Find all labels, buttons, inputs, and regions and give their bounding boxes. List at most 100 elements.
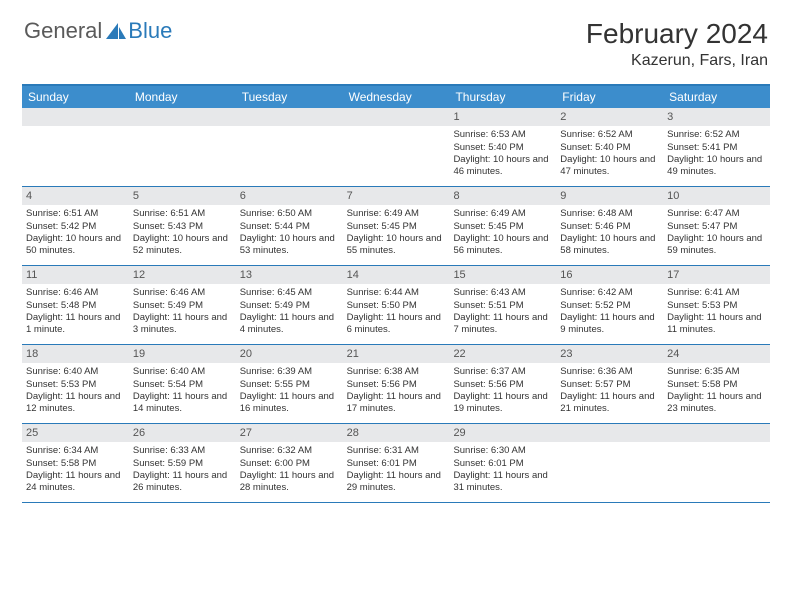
- day-content: Sunrise: 6:51 AMSunset: 5:43 PMDaylight:…: [129, 205, 236, 261]
- daylight-text: Daylight: 10 hours and 46 minutes.: [453, 154, 552, 179]
- day-number: 13: [236, 266, 343, 284]
- day-content: Sunrise: 6:52 AMSunset: 5:41 PMDaylight:…: [663, 126, 770, 182]
- sunset-text: Sunset: 5:46 PM: [560, 221, 659, 233]
- day-content: Sunrise: 6:41 AMSunset: 5:53 PMDaylight:…: [663, 284, 770, 340]
- sunset-text: Sunset: 5:56 PM: [347, 379, 446, 391]
- day-header-cell: Friday: [556, 86, 663, 108]
- daylight-text: Daylight: 11 hours and 1 minute.: [26, 312, 125, 337]
- day-cell: 1Sunrise: 6:53 AMSunset: 5:40 PMDaylight…: [449, 108, 556, 186]
- day-number: 6: [236, 187, 343, 205]
- day-number-bar: [556, 424, 663, 442]
- day-cell: 24Sunrise: 6:35 AMSunset: 5:58 PMDayligh…: [663, 345, 770, 423]
- day-content: Sunrise: 6:36 AMSunset: 5:57 PMDaylight:…: [556, 363, 663, 419]
- daylight-text: Daylight: 10 hours and 56 minutes.: [453, 233, 552, 258]
- day-cell: 15Sunrise: 6:43 AMSunset: 5:51 PMDayligh…: [449, 266, 556, 344]
- day-number: 18: [22, 345, 129, 363]
- daylight-text: Daylight: 11 hours and 19 minutes.: [453, 391, 552, 416]
- sunset-text: Sunset: 5:49 PM: [240, 300, 339, 312]
- sunset-text: Sunset: 5:45 PM: [453, 221, 552, 233]
- day-number: 8: [449, 187, 556, 205]
- day-number: 28: [343, 424, 450, 442]
- day-cell: 11Sunrise: 6:46 AMSunset: 5:48 PMDayligh…: [22, 266, 129, 344]
- week-row: 1Sunrise: 6:53 AMSunset: 5:40 PMDaylight…: [22, 108, 770, 187]
- sunrise-text: Sunrise: 6:45 AM: [240, 287, 339, 299]
- sunrise-text: Sunrise: 6:35 AM: [667, 366, 766, 378]
- document-header: General Blue February 2024 Kazerun, Fars…: [0, 0, 792, 78]
- logo-text-general: General: [24, 18, 102, 44]
- day-number: 24: [663, 345, 770, 363]
- day-number-bar: [22, 108, 129, 126]
- day-header-row: SundayMondayTuesdayWednesdayThursdayFrid…: [22, 86, 770, 108]
- day-number: 1: [449, 108, 556, 126]
- daylight-text: Daylight: 10 hours and 47 minutes.: [560, 154, 659, 179]
- daylight-text: Daylight: 11 hours and 16 minutes.: [240, 391, 339, 416]
- day-number: 10: [663, 187, 770, 205]
- sunrise-text: Sunrise: 6:52 AM: [667, 129, 766, 141]
- day-cell: 8Sunrise: 6:49 AMSunset: 5:45 PMDaylight…: [449, 187, 556, 265]
- logo-text-blue: Blue: [128, 18, 172, 44]
- day-number: 16: [556, 266, 663, 284]
- day-cell: 25Sunrise: 6:34 AMSunset: 5:58 PMDayligh…: [22, 424, 129, 502]
- day-cell: 5Sunrise: 6:51 AMSunset: 5:43 PMDaylight…: [129, 187, 236, 265]
- day-cell: 21Sunrise: 6:38 AMSunset: 5:56 PMDayligh…: [343, 345, 450, 423]
- day-content: Sunrise: 6:34 AMSunset: 5:58 PMDaylight:…: [22, 442, 129, 498]
- sunrise-text: Sunrise: 6:38 AM: [347, 366, 446, 378]
- empty-day-cell: [236, 108, 343, 186]
- daylight-text: Daylight: 11 hours and 24 minutes.: [26, 470, 125, 495]
- sunrise-text: Sunrise: 6:40 AM: [26, 366, 125, 378]
- day-content: Sunrise: 6:40 AMSunset: 5:53 PMDaylight:…: [22, 363, 129, 419]
- day-cell: 20Sunrise: 6:39 AMSunset: 5:55 PMDayligh…: [236, 345, 343, 423]
- day-number: 23: [556, 345, 663, 363]
- day-header-cell: Sunday: [22, 86, 129, 108]
- sunrise-text: Sunrise: 6:51 AM: [26, 208, 125, 220]
- sunset-text: Sunset: 5:40 PM: [560, 142, 659, 154]
- day-cell: 7Sunrise: 6:49 AMSunset: 5:45 PMDaylight…: [343, 187, 450, 265]
- title-block: February 2024 Kazerun, Fars, Iran: [586, 18, 768, 70]
- day-cell: 17Sunrise: 6:41 AMSunset: 5:53 PMDayligh…: [663, 266, 770, 344]
- sunset-text: Sunset: 6:00 PM: [240, 458, 339, 470]
- day-cell: 10Sunrise: 6:47 AMSunset: 5:47 PMDayligh…: [663, 187, 770, 265]
- day-cell: 22Sunrise: 6:37 AMSunset: 5:56 PMDayligh…: [449, 345, 556, 423]
- day-content: Sunrise: 6:50 AMSunset: 5:44 PMDaylight:…: [236, 205, 343, 261]
- sunrise-text: Sunrise: 6:37 AM: [453, 366, 552, 378]
- empty-day-cell: [663, 424, 770, 502]
- day-content: Sunrise: 6:46 AMSunset: 5:48 PMDaylight:…: [22, 284, 129, 340]
- daylight-text: Daylight: 11 hours and 28 minutes.: [240, 470, 339, 495]
- day-number-bar: [236, 108, 343, 126]
- sunset-text: Sunset: 5:58 PM: [667, 379, 766, 391]
- day-content: Sunrise: 6:44 AMSunset: 5:50 PMDaylight:…: [343, 284, 450, 340]
- day-header-cell: Saturday: [663, 86, 770, 108]
- sunset-text: Sunset: 5:51 PM: [453, 300, 552, 312]
- sunset-text: Sunset: 5:43 PM: [133, 221, 232, 233]
- sunrise-text: Sunrise: 6:53 AM: [453, 129, 552, 141]
- day-header-cell: Tuesday: [236, 86, 343, 108]
- day-number: 7: [343, 187, 450, 205]
- day-content: Sunrise: 6:45 AMSunset: 5:49 PMDaylight:…: [236, 284, 343, 340]
- day-number: 12: [129, 266, 236, 284]
- sunset-text: Sunset: 5:50 PM: [347, 300, 446, 312]
- day-cell: 4Sunrise: 6:51 AMSunset: 5:42 PMDaylight…: [22, 187, 129, 265]
- day-cell: 29Sunrise: 6:30 AMSunset: 6:01 PMDayligh…: [449, 424, 556, 502]
- sunset-text: Sunset: 5:45 PM: [347, 221, 446, 233]
- day-cell: 14Sunrise: 6:44 AMSunset: 5:50 PMDayligh…: [343, 266, 450, 344]
- day-content: Sunrise: 6:37 AMSunset: 5:56 PMDaylight:…: [449, 363, 556, 419]
- empty-day-cell: [343, 108, 450, 186]
- sunset-text: Sunset: 5:53 PM: [26, 379, 125, 391]
- daylight-text: Daylight: 11 hours and 12 minutes.: [26, 391, 125, 416]
- day-number-bar: [129, 108, 236, 126]
- week-row: 18Sunrise: 6:40 AMSunset: 5:53 PMDayligh…: [22, 345, 770, 424]
- day-cell: 16Sunrise: 6:42 AMSunset: 5:52 PMDayligh…: [556, 266, 663, 344]
- sunset-text: Sunset: 5:59 PM: [133, 458, 232, 470]
- daylight-text: Daylight: 11 hours and 21 minutes.: [560, 391, 659, 416]
- day-content: Sunrise: 6:43 AMSunset: 5:51 PMDaylight:…: [449, 284, 556, 340]
- day-number: 21: [343, 345, 450, 363]
- day-number: 15: [449, 266, 556, 284]
- sunset-text: Sunset: 5:41 PM: [667, 142, 766, 154]
- sunrise-text: Sunrise: 6:42 AM: [560, 287, 659, 299]
- sunset-text: Sunset: 5:48 PM: [26, 300, 125, 312]
- sunrise-text: Sunrise: 6:32 AM: [240, 445, 339, 457]
- day-content: Sunrise: 6:49 AMSunset: 5:45 PMDaylight:…: [343, 205, 450, 261]
- week-row: 11Sunrise: 6:46 AMSunset: 5:48 PMDayligh…: [22, 266, 770, 345]
- day-number: 20: [236, 345, 343, 363]
- daylight-text: Daylight: 11 hours and 7 minutes.: [453, 312, 552, 337]
